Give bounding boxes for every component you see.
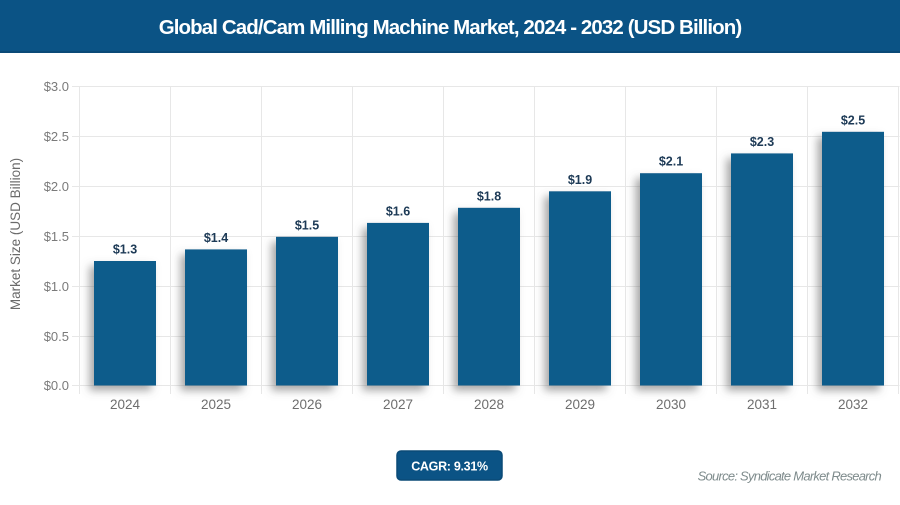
svg-text:$2.1: $2.1 bbox=[659, 155, 683, 169]
svg-text:$0.5: $0.5 bbox=[44, 329, 69, 344]
svg-text:$1.3: $1.3 bbox=[113, 243, 137, 257]
svg-text:2025: 2025 bbox=[201, 397, 231, 412]
svg-text:2031: 2031 bbox=[747, 397, 777, 412]
svg-text:$1.5: $1.5 bbox=[295, 218, 319, 232]
svg-text:$1.0: $1.0 bbox=[44, 279, 69, 294]
svg-text:$2.3: $2.3 bbox=[750, 135, 774, 149]
svg-text:2026: 2026 bbox=[292, 397, 322, 412]
svg-text:2030: 2030 bbox=[656, 397, 686, 412]
svg-text:$2.0: $2.0 bbox=[44, 179, 69, 194]
svg-text:$1.5: $1.5 bbox=[44, 229, 69, 244]
svg-text:$1.9: $1.9 bbox=[568, 173, 592, 187]
svg-text:$3.0: $3.0 bbox=[44, 79, 69, 94]
svg-text:$2.5: $2.5 bbox=[44, 129, 69, 144]
svg-text:2027: 2027 bbox=[383, 397, 413, 412]
svg-text:$2.5: $2.5 bbox=[841, 113, 865, 127]
svg-text:$1.8: $1.8 bbox=[477, 189, 501, 203]
svg-text:2028: 2028 bbox=[474, 397, 504, 412]
svg-text:$0.0: $0.0 bbox=[44, 378, 69, 393]
svg-text:Source: Syndicate Market Resea: Source: Syndicate Market Research bbox=[698, 469, 882, 484]
svg-text:2032: 2032 bbox=[838, 397, 868, 412]
svg-text:2029: 2029 bbox=[565, 397, 595, 412]
svg-text:CAGR: 9.31%: CAGR: 9.31% bbox=[411, 459, 488, 473]
svg-text:$1.6: $1.6 bbox=[386, 204, 410, 218]
svg-text:Market Size (USD Billion): Market Size (USD Billion) bbox=[8, 158, 23, 310]
svg-text:$1.4: $1.4 bbox=[204, 231, 228, 245]
svg-text:Global Cad/Cam Milling Machine: Global Cad/Cam Milling Machine Market, 2… bbox=[159, 16, 742, 39]
svg-text:2024: 2024 bbox=[110, 397, 141, 412]
